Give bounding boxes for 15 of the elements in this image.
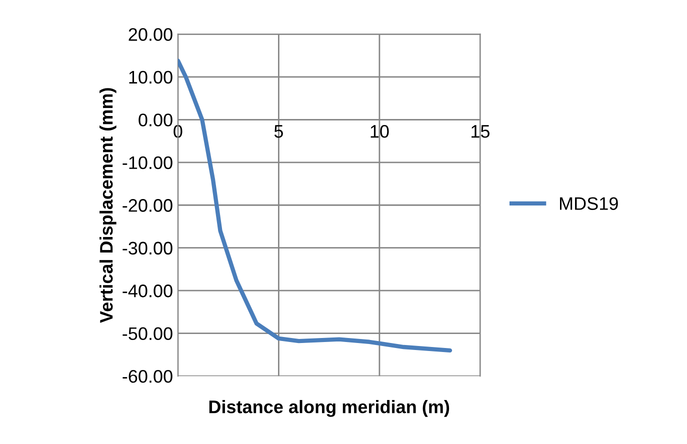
y-tick-label: -30.00 — [122, 242, 172, 255]
x-tick-label: 5 — [274, 125, 283, 138]
y-tick-label: -60.00 — [122, 370, 172, 383]
y-tick-label: -40.00 — [122, 284, 172, 298]
y-tick-label: -10.00 — [122, 156, 172, 170]
x-tick-label: 10 — [370, 124, 389, 138]
y-tick-label: -50.00 — [122, 327, 172, 340]
y-axis-title: Vertical Displacement (mm) — [99, 88, 116, 323]
y-tick-label: -20.00 — [122, 199, 172, 212]
legend-label: MDS19 — [560, 197, 618, 210]
x-axis-title: Distance along meridian (m) — [209, 400, 450, 417]
x-tick-label: 15 — [472, 125, 490, 138]
y-tick-label: 20.00 — [128, 28, 172, 41]
y-tick-label: 10.00 — [129, 70, 172, 84]
y-tick-label: 0.00 — [138, 114, 172, 126]
